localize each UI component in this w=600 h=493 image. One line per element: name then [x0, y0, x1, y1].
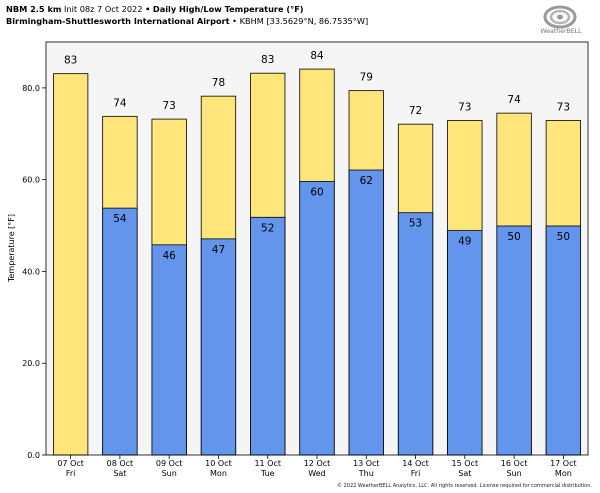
x-tick-day-label: Sat	[113, 469, 126, 478]
x-tick-date-label: 15 Oct	[452, 459, 479, 468]
low-temp-bar	[348, 169, 384, 456]
x-tick-date-label: 14 Oct	[402, 459, 429, 468]
x-tick-day-label: Sun	[506, 469, 521, 478]
low-temp-label: 53	[409, 218, 422, 230]
y-tick-label: 80.0	[22, 84, 40, 93]
y-tick-label: 20.0	[22, 359, 40, 368]
x-tick-date-label: 07 Oct	[57, 459, 84, 468]
x-tick-day-label: Thu	[358, 469, 374, 478]
high-temp-label: 72	[409, 105, 422, 117]
station-name: Birmingham-Shuttlesworth International A…	[6, 16, 230, 26]
low-temp-bar	[200, 238, 237, 456]
high-temp-label: 73	[162, 100, 175, 112]
x-tick-date-label: 17 Oct	[550, 459, 577, 468]
copyright-notice: © 2022 WeatherBELL Analytics, LLC. All r…	[337, 483, 592, 489]
x-tick-date-label: 08 Oct	[107, 459, 134, 468]
high-temp-label: 78	[212, 77, 225, 89]
high-temp-label: 73	[458, 101, 471, 113]
x-tick-date-label: 13 Oct	[353, 459, 380, 468]
high-temp-label: 73	[557, 101, 570, 113]
x-tick-day-label: Fri	[66, 469, 76, 478]
y-tick-label: 60.0	[22, 176, 40, 185]
x-tick-date-label: 09 Oct	[156, 459, 183, 468]
separator: •	[232, 16, 237, 26]
low-temp-label: 62	[360, 175, 373, 187]
init-time: Init 08z 7 Oct 2022	[64, 4, 143, 14]
low-temp-label: 50	[557, 231, 570, 243]
logo-text: WeatherBELL	[540, 28, 582, 35]
x-tick-day-label: Tue	[260, 469, 275, 478]
low-temp-bar	[102, 207, 138, 456]
low-temp-label: 60	[310, 187, 323, 199]
x-tick-day-label: Mon	[210, 469, 227, 478]
low-temp-label: 47	[212, 244, 225, 256]
x-tick-day-label: Mon	[555, 469, 572, 478]
y-tick-label: 40.0	[22, 267, 40, 276]
x-tick-date-label: 11 Oct	[254, 459, 281, 468]
low-temp-bar	[250, 216, 286, 456]
high-temp-label: 83	[261, 54, 274, 66]
station-code: KBHM [33.5629°N, 86.7535°W]	[239, 16, 369, 26]
high-temp-label: 79	[360, 72, 373, 84]
chart-title-line-2: Birmingham-Shuttlesworth International A…	[6, 16, 368, 26]
y-tick-label: 0.0	[27, 451, 40, 460]
low-temp-label: 54	[113, 213, 127, 225]
high-temp-label: 74	[113, 97, 127, 109]
low-temp-label: 49	[458, 236, 471, 248]
product-name: Daily High/Low Temperature (°F)	[152, 4, 304, 14]
low-temp-label: 52	[261, 222, 274, 234]
high-temp-label: 74	[507, 94, 521, 106]
swirl-logo-icon: WeatherBELL	[540, 5, 582, 35]
x-tick-day-label: Fri	[411, 469, 421, 478]
model-name: NBM 2.5 km	[6, 4, 62, 14]
y-axis-label: Temperature [°F]	[7, 214, 16, 283]
high-temp-label: 84	[310, 50, 324, 62]
high-temp-bar	[52, 73, 89, 456]
x-tick-day-label: Sun	[162, 469, 177, 478]
bars-group: 83 74 73 78 83 84 79 72 73 74 73 54 46 47 52 60 62 53 49 50…	[52, 50, 582, 456]
low-temp-bar	[151, 244, 187, 456]
high-temp-label: 83	[64, 55, 77, 67]
separator: •	[145, 4, 151, 14]
low-temp-bar	[496, 225, 532, 456]
x-tick-date-label: 12 Oct	[304, 459, 331, 468]
x-tick-date-label: 16 Oct	[501, 459, 528, 468]
x-tick-day-label: Sat	[458, 469, 471, 478]
x-tick-day-label: Wed	[308, 469, 325, 478]
low-temp-bar	[545, 225, 582, 456]
chart-title-line-1: NBM 2.5 km Init 08z 7 Oct 2022 • Daily H…	[6, 4, 304, 14]
x-tick-date-label: 10 Oct	[205, 459, 232, 468]
low-temp-bar	[447, 230, 483, 456]
low-temp-bar	[397, 212, 434, 456]
low-temp-label: 46	[162, 250, 176, 262]
low-temp-bar	[299, 181, 335, 456]
low-temp-label: 50	[507, 231, 520, 243]
